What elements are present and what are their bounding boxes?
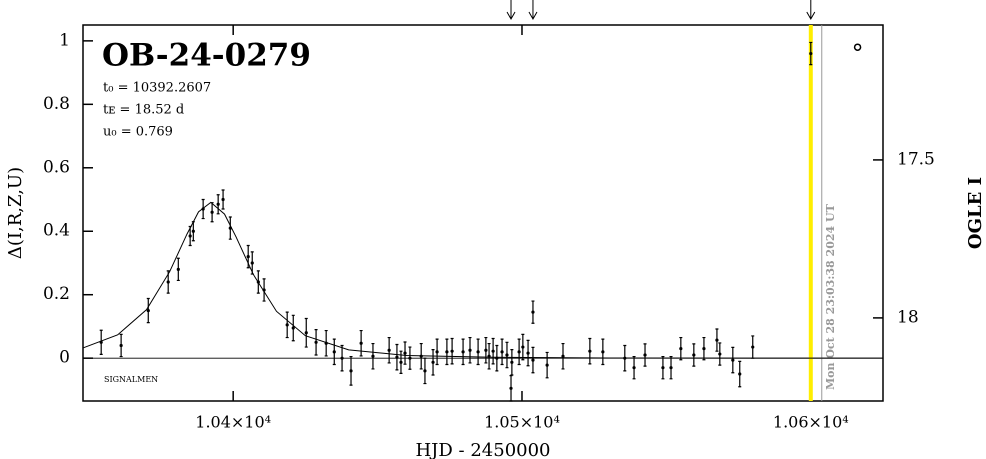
data-point <box>408 356 412 360</box>
data-point <box>545 363 549 367</box>
data-point <box>450 349 454 353</box>
x-tick-label: 1.04×10⁴ <box>195 413 271 432</box>
data-point <box>679 347 683 351</box>
data-point <box>487 354 491 358</box>
data-point <box>387 348 391 352</box>
x-tick-label: 1.05×10⁴ <box>484 413 560 432</box>
model-curve <box>82 201 884 359</box>
data-point <box>510 360 514 364</box>
data-point <box>531 310 535 314</box>
data-point <box>291 326 295 330</box>
parameter: u₀ = 0.769 <box>103 125 173 140</box>
parameter: tᴇ = 18.52 d <box>103 103 184 118</box>
y-tick-label: 0.6 <box>43 157 70 177</box>
data-point <box>531 358 535 362</box>
data-point <box>521 345 525 349</box>
y-tick-label: 0.2 <box>43 284 70 304</box>
data-point <box>332 350 336 354</box>
y2-tick-label: 18 <box>897 307 919 327</box>
y-tick-label: 1 <box>59 30 70 50</box>
data-point <box>210 210 214 214</box>
data-point <box>526 351 530 355</box>
data-point <box>403 351 407 355</box>
marker <box>853 43 862 51</box>
data-point <box>495 356 499 360</box>
data-point <box>445 350 449 354</box>
data-point <box>517 350 521 354</box>
data-point <box>256 280 260 284</box>
data-point <box>314 340 318 344</box>
y-tick-label: 0 <box>59 348 70 368</box>
y-axis-label: Δ(I,R,Z,U) <box>5 167 26 259</box>
data-point <box>188 234 192 238</box>
data-point <box>601 350 605 354</box>
data-point <box>304 331 308 335</box>
data-point <box>176 267 180 271</box>
data-point <box>399 360 403 364</box>
data-point <box>285 323 289 327</box>
data-point <box>661 366 665 370</box>
data-point <box>340 356 344 360</box>
x-axis-label: HJD - 2450000 <box>415 440 550 459</box>
date-arrow <box>528 0 538 21</box>
data-point <box>99 340 103 344</box>
parameter: t₀ = 10392.2607 <box>103 81 211 96</box>
plot-frame <box>82 24 884 402</box>
data-point <box>246 255 250 259</box>
data-point <box>166 280 170 284</box>
data-point <box>588 349 592 353</box>
data-point <box>461 350 465 354</box>
data-point <box>561 354 565 358</box>
annotation: SIGNALMEN <box>104 375 158 384</box>
data-point <box>468 348 472 352</box>
data-point <box>359 341 363 345</box>
data-point <box>731 358 735 362</box>
data-point <box>505 353 509 357</box>
date-arrow <box>506 0 516 21</box>
data-point <box>191 229 195 233</box>
data-point <box>119 343 123 348</box>
data-point <box>423 369 427 373</box>
data-point <box>738 372 742 376</box>
data-point <box>643 353 647 357</box>
data-point <box>702 347 706 351</box>
data-point <box>419 354 423 358</box>
data-point <box>692 353 696 357</box>
data-point <box>324 341 328 345</box>
y-tick-label: 0.4 <box>43 221 70 241</box>
data-point <box>228 226 232 230</box>
data-point <box>751 345 755 349</box>
chart-title: OB-24-0279 <box>102 38 311 74</box>
y-tick-label: 0.8 <box>43 94 70 114</box>
data-point <box>623 356 627 360</box>
data-point <box>632 366 636 370</box>
data-point <box>262 288 266 292</box>
data-point <box>476 350 480 354</box>
x-tick-label: 1.06×10⁴ <box>773 413 849 432</box>
date-arrow <box>806 0 816 21</box>
data-point <box>500 350 504 354</box>
data-point <box>371 354 375 358</box>
data-point <box>395 355 399 359</box>
data-point <box>715 338 719 342</box>
data-point <box>491 349 495 353</box>
data-point <box>221 197 225 202</box>
data-point <box>201 207 205 211</box>
data-point <box>509 386 513 390</box>
y2-tick-label: 17.5 <box>897 149 935 169</box>
data-point <box>718 352 722 356</box>
data-point <box>435 350 439 354</box>
timestamp: Mon Oct 28 23:03:38 2024 UT <box>824 203 837 390</box>
data-point <box>216 202 220 206</box>
data-point <box>669 366 673 370</box>
y2-axis-label: OGLE I <box>965 177 986 249</box>
data-point <box>431 360 435 364</box>
data-point <box>484 348 488 352</box>
data-point <box>809 51 813 56</box>
data-point <box>146 308 150 313</box>
data-point <box>349 369 353 373</box>
data-point <box>250 261 254 265</box>
